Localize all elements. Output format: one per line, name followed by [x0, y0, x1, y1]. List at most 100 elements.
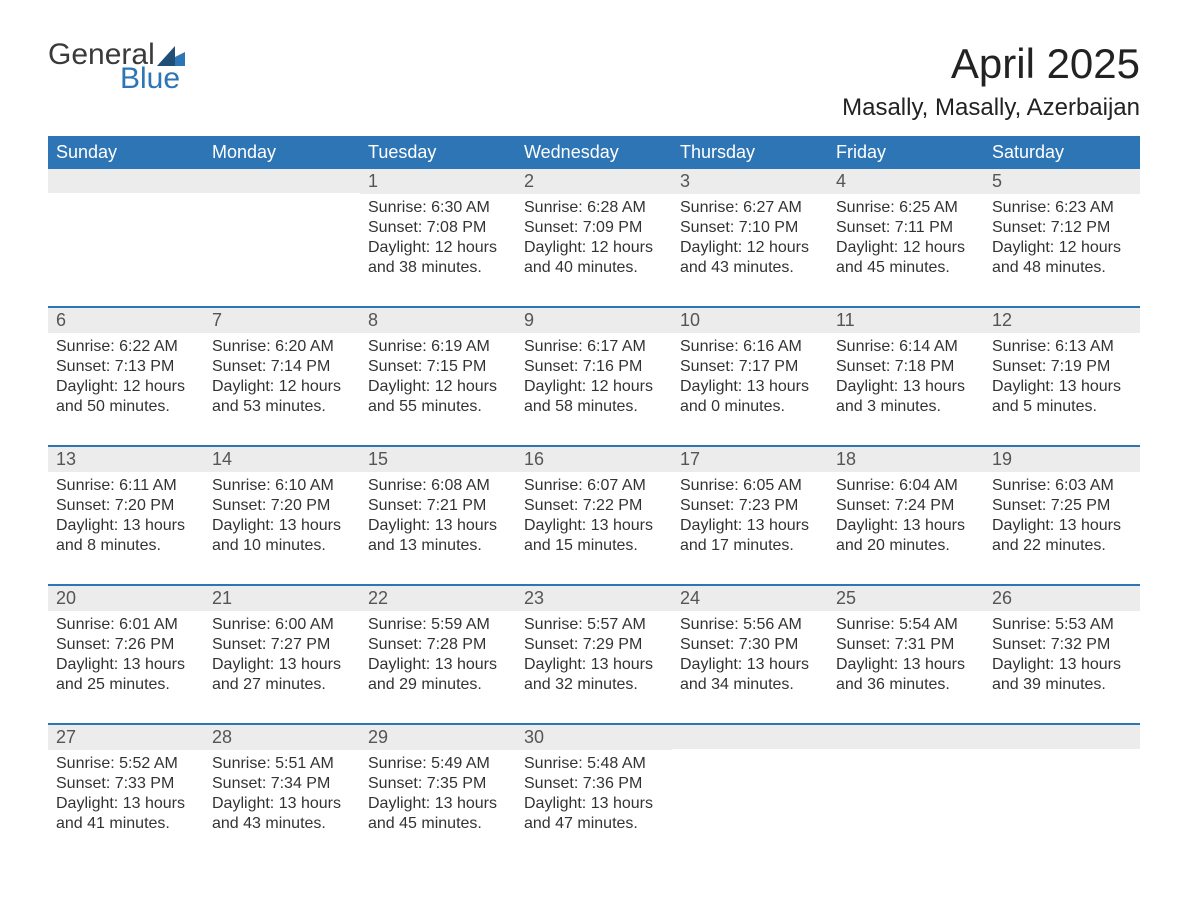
day-body: Sunrise: 5:59 AMSunset: 7:28 PMDaylight:… [360, 611, 516, 695]
dow-header-row: SundayMondayTuesdayWednesdayThursdayFrid… [48, 136, 1140, 169]
sunrise-line: Sunrise: 6:04 AM [836, 476, 976, 496]
sunrise-line: Sunrise: 6:03 AM [992, 476, 1132, 496]
day-cell: 25Sunrise: 5:54 AMSunset: 7:31 PMDayligh… [828, 586, 984, 703]
day-cell: 3 Sunrise: 6:27 AMSunset: 7:10 PMDaylight… [672, 169, 828, 286]
day-number [48, 169, 204, 193]
title-block: April 2025 Masally, Masally, Azerbaijan [842, 40, 1140, 122]
day-body: Sunrise: 5:49 AMSunset: 7:35 PMDaylight:… [360, 750, 516, 834]
day-number: 17 [672, 447, 828, 472]
location: Masally, Masally, Azerbaijan [842, 94, 1140, 122]
day-cell: 30Sunrise: 5:48 AMSunset: 7:36 PMDayligh… [516, 725, 672, 842]
day-cell: 11Sunrise: 6:14 AMSunset: 7:18 PMDayligh… [828, 308, 984, 425]
day-cell: 2Sunrise: 6:28 AMSunset: 7:09 PMDaylight… [516, 169, 672, 286]
daylight-line: Daylight: 13 hours and 36 minutes. [836, 655, 976, 695]
sunset-line: Sunset: 7:18 PM [836, 357, 976, 377]
sunrise-line: Sunrise: 5:51 AM [212, 754, 352, 774]
dow-tuesday: Tuesday [360, 136, 516, 169]
day-cell [672, 725, 828, 842]
daylight-line: Daylight: 13 hours and 8 minutes. [56, 516, 196, 556]
sunset-line: Sunset: 7:30 PM [680, 635, 820, 655]
sunrise-line: Sunrise: 6:19 AM [368, 337, 508, 357]
day-number: 28 [204, 725, 360, 750]
sunset-line: Sunset: 7:24 PM [836, 496, 976, 516]
sunrise-line: Sunrise: 6:25 AM [836, 198, 976, 218]
daylight-line: Daylight: 12 hours and 50 minutes. [56, 377, 196, 417]
day-body [984, 749, 1140, 753]
day-cell: 24Sunrise: 5:56 AMSunset: 7:30 PMDayligh… [672, 586, 828, 703]
sunrise-line: Sunrise: 6:05 AM [680, 476, 820, 496]
day-cell: 12Sunrise: 6:13 AMSunset: 7:19 PMDayligh… [984, 308, 1140, 425]
sunrise-line: Sunrise: 6:27 AM [680, 198, 820, 218]
daylight-line: Daylight: 13 hours and 15 minutes. [524, 516, 664, 556]
sunset-line: Sunset: 7:27 PM [212, 635, 352, 655]
daylight-line: Daylight: 13 hours and 5 minutes. [992, 377, 1132, 417]
sunrise-line: Sunrise: 6:30 AM [368, 198, 508, 218]
sunset-line: Sunset: 7:28 PM [368, 635, 508, 655]
sunset-line: Sunset: 7:19 PM [992, 357, 1132, 377]
day-body: Sunrise: 6:08 AMSunset: 7:21 PMDaylight:… [360, 472, 516, 556]
sunset-line: Sunset: 7:10 PM [680, 218, 820, 238]
sunset-line: Sunset: 7:23 PM [680, 496, 820, 516]
day-body: Sunrise: 6:00 AMSunset: 7:27 PMDaylight:… [204, 611, 360, 695]
day-body [828, 749, 984, 753]
day-body: Sunrise: 6:30 AMSunset: 7:08 PMDaylight:… [360, 194, 516, 278]
dow-wednesday: Wednesday [516, 136, 672, 169]
day-body: Sunrise: 6:20 AMSunset: 7:14 PMDaylight:… [204, 333, 360, 417]
day-number: 15 [360, 447, 516, 472]
day-body: Sunrise: 6:05 AMSunset: 7:23 PMDaylight:… [672, 472, 828, 556]
daylight-line: Daylight: 13 hours and 34 minutes. [680, 655, 820, 695]
sunset-line: Sunset: 7:26 PM [56, 635, 196, 655]
day-number: 11 [828, 308, 984, 333]
day-body: Sunrise: 6:03 AMSunset: 7:25 PMDaylight:… [984, 472, 1140, 556]
day-number: 3 [672, 169, 828, 194]
sunset-line: Sunset: 7:31 PM [836, 635, 976, 655]
day-cell: 26Sunrise: 5:53 AMSunset: 7:32 PMDayligh… [984, 586, 1140, 703]
day-body: Sunrise: 6:14 AMSunset: 7:18 PMDaylight:… [828, 333, 984, 417]
day-cell: 17Sunrise: 6:05 AMSunset: 7:23 PMDayligh… [672, 447, 828, 564]
sunset-line: Sunset: 7:34 PM [212, 774, 352, 794]
daylight-line: Daylight: 12 hours and 48 minutes. [992, 238, 1132, 278]
day-number: 14 [204, 447, 360, 472]
daylight-line: Daylight: 13 hours and 41 minutes. [56, 794, 196, 834]
day-body: Sunrise: 6:19 AMSunset: 7:15 PMDaylight:… [360, 333, 516, 417]
day-number: 22 [360, 586, 516, 611]
day-body [48, 193, 204, 197]
dow-thursday: Thursday [672, 136, 828, 169]
week-row: 20Sunrise: 6:01 AMSunset: 7:26 PMDayligh… [48, 584, 1140, 703]
day-cell: 8Sunrise: 6:19 AMSunset: 7:15 PMDaylight… [360, 308, 516, 425]
day-number [204, 169, 360, 193]
day-body: Sunrise: 5:52 AMSunset: 7:33 PMDaylight:… [48, 750, 204, 834]
sunset-line: Sunset: 7:20 PM [56, 496, 196, 516]
sunrise-line: Sunrise: 5:49 AM [368, 754, 508, 774]
day-number: 24 [672, 586, 828, 611]
sunset-line: Sunset: 7:29 PM [524, 635, 664, 655]
day-body: Sunrise: 6:10 AMSunset: 7:20 PMDaylight:… [204, 472, 360, 556]
day-body: Sunrise: 5:57 AMSunset: 7:29 PMDaylight:… [516, 611, 672, 695]
day-body: Sunrise: 5:56 AMSunset: 7:30 PMDaylight:… [672, 611, 828, 695]
sunrise-line: Sunrise: 6:22 AM [56, 337, 196, 357]
sunrise-line: Sunrise: 5:48 AM [524, 754, 664, 774]
day-body [204, 193, 360, 197]
daylight-line: Daylight: 13 hours and 25 minutes. [56, 655, 196, 695]
sunrise-line: Sunrise: 5:56 AM [680, 615, 820, 635]
sunset-line: Sunset: 7:17 PM [680, 357, 820, 377]
sunrise-line: Sunrise: 5:54 AM [836, 615, 976, 635]
day-cell: 27Sunrise: 5:52 AMSunset: 7:33 PMDayligh… [48, 725, 204, 842]
day-number: 1 [360, 169, 516, 194]
sunset-line: Sunset: 7:11 PM [836, 218, 976, 238]
sunset-line: Sunset: 7:13 PM [56, 357, 196, 377]
week-row: 13Sunrise: 6:11 AMSunset: 7:20 PMDayligh… [48, 445, 1140, 564]
day-cell: 6Sunrise: 6:22 AMSunset: 7:13 PMDaylight… [48, 308, 204, 425]
dow-sunday: Sunday [48, 136, 204, 169]
daylight-line: Daylight: 13 hours and 32 minutes. [524, 655, 664, 695]
sunrise-line: Sunrise: 6:07 AM [524, 476, 664, 496]
daylight-line: Daylight: 12 hours and 53 minutes. [212, 377, 352, 417]
day-cell: 22Sunrise: 5:59 AMSunset: 7:28 PMDayligh… [360, 586, 516, 703]
day-number: 21 [204, 586, 360, 611]
day-cell: 14Sunrise: 6:10 AMSunset: 7:20 PMDayligh… [204, 447, 360, 564]
sunrise-line: Sunrise: 6:00 AM [212, 615, 352, 635]
daylight-line: Daylight: 13 hours and 13 minutes. [368, 516, 508, 556]
daylight-line: Daylight: 12 hours and 43 minutes. [680, 238, 820, 278]
day-number [672, 725, 828, 749]
sunrise-line: Sunrise: 6:28 AM [524, 198, 664, 218]
